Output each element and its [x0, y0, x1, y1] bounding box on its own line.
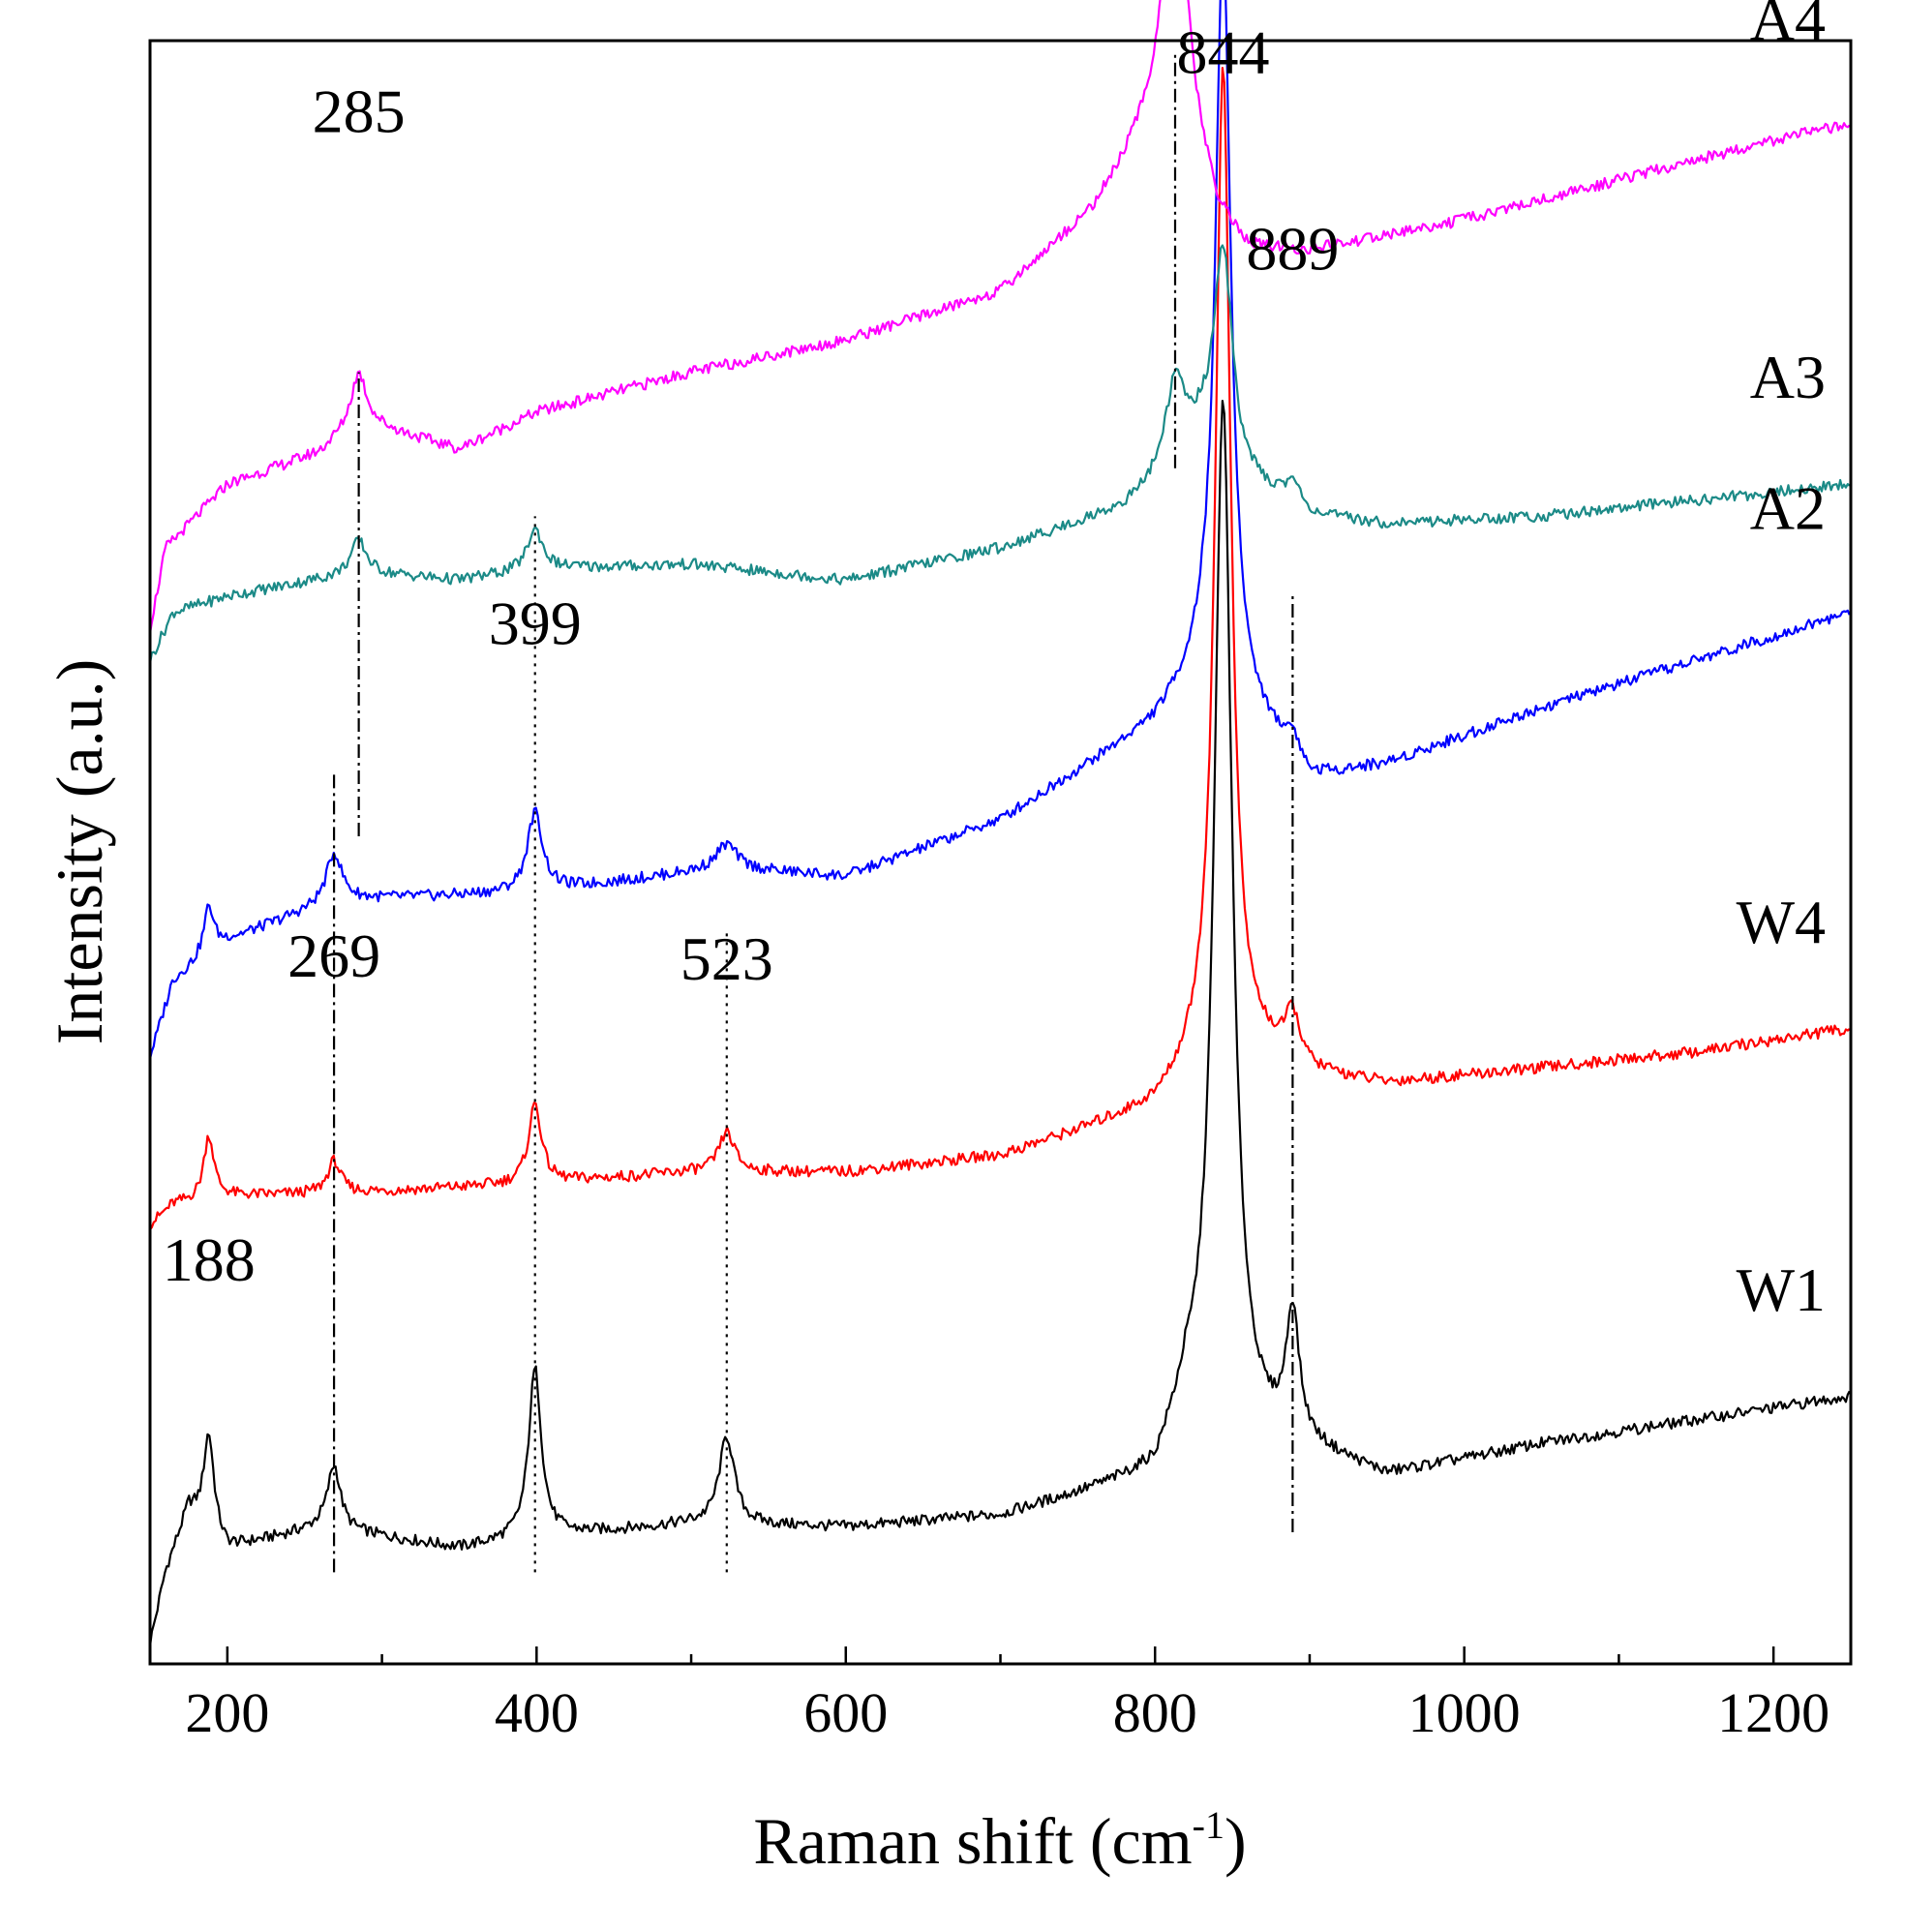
peak-label-844: 844	[1177, 17, 1270, 86]
x-tick-label-600: 600	[803, 1681, 888, 1744]
series-line-a2	[148, 0, 1851, 1060]
peak-label-399: 399	[489, 589, 582, 657]
x-axis-title: Raman shift (cm-1)	[753, 1803, 1246, 1878]
peak-label-285: 285	[313, 77, 406, 146]
x-axis-ticks: 200 400 600 800 1000 1200	[185, 1646, 1829, 1744]
plot-frame	[148, 39, 1853, 1666]
x-tick-label-200: 200	[185, 1681, 269, 1744]
series-labels: W1 W4 A2 A3 A4	[1737, 0, 1826, 1324]
peak-label-523: 523	[680, 924, 773, 993]
x-tick-label-400: 400	[495, 1681, 579, 1744]
peak-label-889: 889	[1246, 214, 1339, 283]
series-label-w4: W4	[1737, 888, 1826, 956]
series-label-w1: W1	[1737, 1255, 1826, 1324]
series-line-w1	[148, 400, 1851, 1647]
peak-label-188: 188	[163, 1225, 256, 1294]
series-label-a2: A2	[1750, 474, 1826, 543]
x-tick-label-1000: 1000	[1408, 1681, 1521, 1744]
x-tick-label-800: 800	[1113, 1681, 1197, 1744]
x-tick-label-1200: 1200	[1717, 1681, 1829, 1744]
series-layer	[148, 0, 1851, 1647]
peak-labels: 188269523399285844889813	[163, 17, 1340, 1294]
reference-lines	[332, 52, 1294, 1573]
series-line-a3	[148, 244, 1851, 664]
series-line-w4	[149, 67, 1851, 1230]
y-axis-title: Intensity (a.u.)	[43, 659, 116, 1044]
series-line-a4	[148, 0, 1851, 634]
peak-label-269: 269	[287, 921, 380, 990]
series-label-a3: A3	[1750, 343, 1826, 411]
series-label-a4: A4	[1750, 0, 1826, 53]
